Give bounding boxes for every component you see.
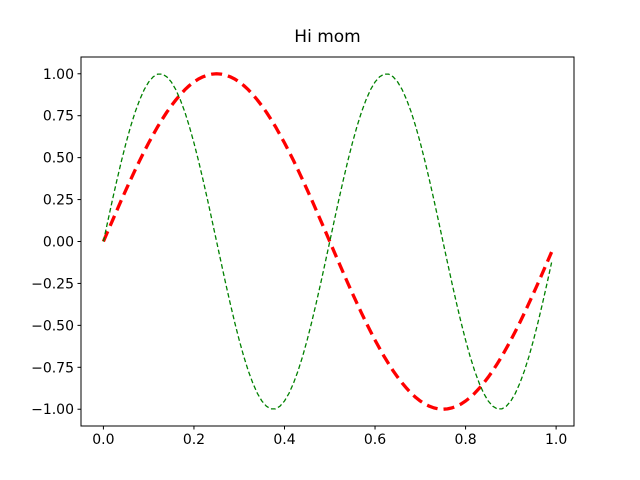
series-line-1 (102, 73, 553, 410)
x-tick-label: 0.6 (364, 432, 386, 448)
x-tick-label: 0.4 (273, 432, 295, 448)
x-tick-label: 1.0 (545, 432, 567, 448)
chart-title: Hi mom (294, 27, 361, 47)
x-tick-label: 0.0 (92, 432, 114, 448)
y-tick-label: 0.50 (43, 151, 74, 167)
y-tick-label: −1.00 (31, 402, 74, 418)
y-tick-label: 0.00 (43, 235, 74, 251)
y-tick-label: 0.75 (43, 109, 74, 125)
x-tick-label: 0.2 (183, 432, 205, 448)
plot-border (80, 56, 575, 427)
y-tick-label: −0.25 (31, 276, 74, 292)
y-tick-label: 0.25 (43, 193, 74, 209)
y-tick-label: 1.00 (43, 67, 74, 83)
x-tick-label: 0.8 (454, 432, 476, 448)
series-line-0 (101, 72, 554, 411)
y-tick-label: −0.50 (31, 318, 74, 334)
y-tick-label: −0.75 (31, 360, 74, 376)
